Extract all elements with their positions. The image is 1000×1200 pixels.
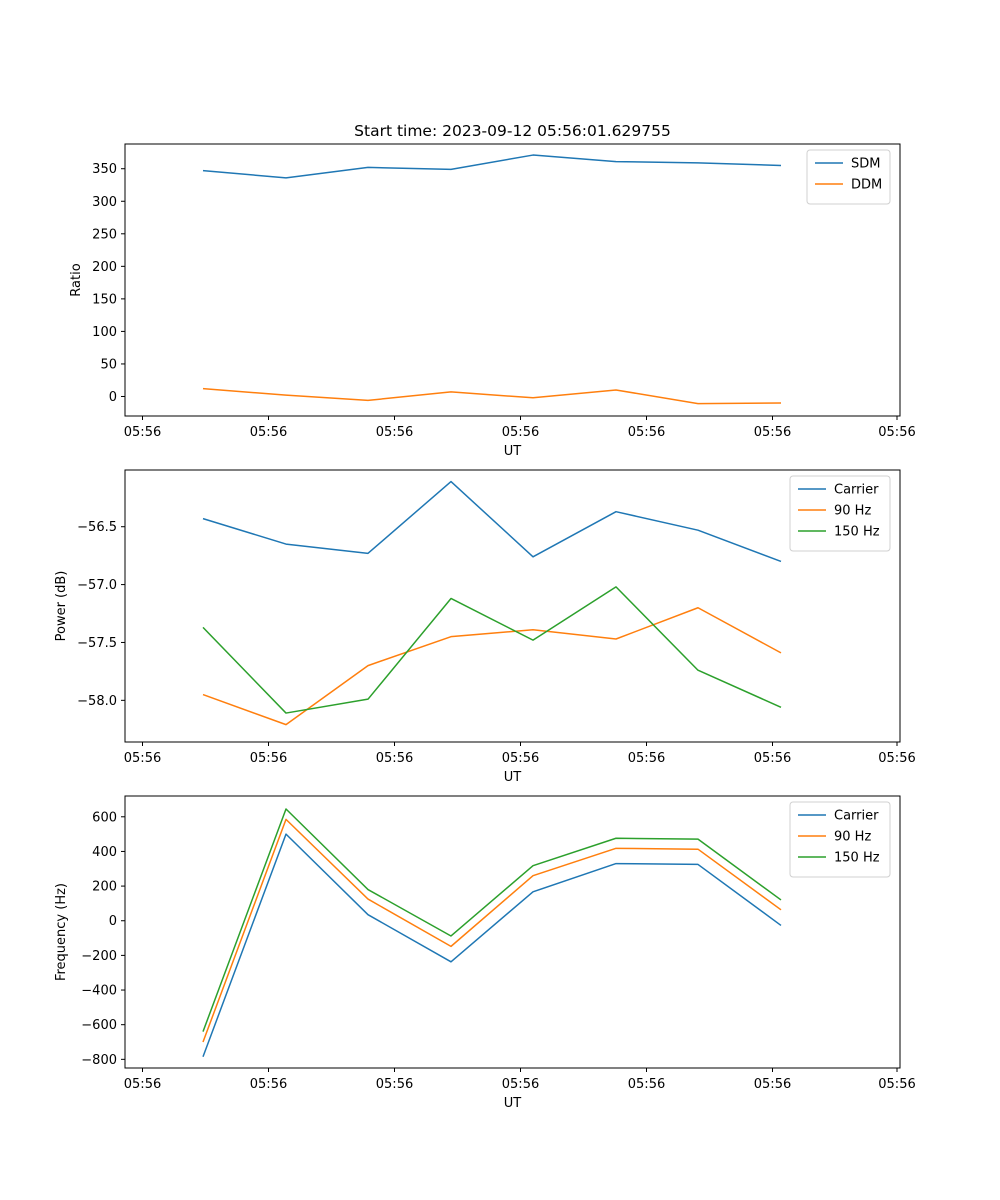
series-line-carrier <box>202 833 782 1058</box>
x-tick-label: 05:56 <box>376 425 413 440</box>
x-tick-label: 05:56 <box>502 425 539 440</box>
x-axis-label: UT <box>504 1096 522 1111</box>
x-axis-label: UT <box>504 444 522 459</box>
x-tick-label: 05:56 <box>124 1077 161 1092</box>
legend-label: 150 Hz <box>834 851 880 866</box>
x-tick-label: 05:56 <box>878 751 915 766</box>
y-tick-label: −400 <box>81 984 117 999</box>
axes-frame <box>124 795 901 1069</box>
series-line-carrier <box>202 480 782 563</box>
y-tick-label: −57.0 <box>77 578 117 593</box>
y-axis-label: Power (dB) <box>54 571 69 642</box>
x-tick-label: 05:56 <box>878 425 915 440</box>
axes-frame <box>124 143 901 417</box>
x-tick-label: 05:56 <box>502 1077 539 1092</box>
x-tick-label: 05:56 <box>250 751 287 766</box>
chart-title: Start time: 2023-09-12 05:56:01.629755 <box>354 122 671 140</box>
x-tick-label: 05:56 <box>376 1077 413 1092</box>
y-axis-label: Ratio <box>69 263 84 296</box>
legend-label: 90 Hz <box>834 504 871 519</box>
legend-box <box>789 801 891 878</box>
x-tick-label: 05:56 <box>502 751 539 766</box>
y-tick-label: 200 <box>92 880 117 895</box>
series-line-ddm <box>202 387 782 405</box>
x-tick-label: 05:56 <box>754 425 791 440</box>
y-tick-label: 350 <box>92 162 117 177</box>
x-tick-label: 05:56 <box>250 1077 287 1092</box>
legend-label: Carrier <box>834 809 879 824</box>
y-tick-label: −58.0 <box>77 694 117 709</box>
legend-label: Carrier <box>834 483 879 498</box>
series-line-150-hz <box>202 586 782 714</box>
y-tick-label: −57.5 <box>77 636 117 651</box>
x-tick-label: 05:56 <box>250 425 287 440</box>
y-tick-label: 50 <box>100 357 117 372</box>
y-tick-label: 0 <box>109 390 117 405</box>
legend-label: 90 Hz <box>834 830 871 845</box>
x-tick-label: 05:56 <box>628 425 665 440</box>
y-tick-label: 600 <box>92 810 117 825</box>
x-tick-label: 05:56 <box>878 1077 915 1092</box>
x-axis-label: UT <box>504 770 522 785</box>
y-tick-label: 150 <box>92 292 117 307</box>
legend-label: 150 Hz <box>834 525 880 540</box>
series-line-90-hz <box>202 818 782 1043</box>
x-tick-label: 05:56 <box>124 425 161 440</box>
legend-box <box>789 475 891 552</box>
y-tick-label: 300 <box>92 195 117 210</box>
x-tick-label: 05:56 <box>754 1077 791 1092</box>
y-tick-label: 400 <box>92 845 117 860</box>
y-tick-label: 250 <box>92 227 117 242</box>
series-line-90-hz <box>202 606 782 726</box>
series-line-sdm <box>202 154 782 179</box>
y-tick-label: −200 <box>81 949 117 964</box>
y-tick-label: −600 <box>81 1018 117 1033</box>
y-tick-label: −800 <box>81 1053 117 1068</box>
x-tick-label: 05:56 <box>124 751 161 766</box>
legend-label: DDM <box>851 178 882 193</box>
axes-frame <box>124 469 901 743</box>
x-tick-label: 05:56 <box>376 751 413 766</box>
frequency-panel: 05:56 05:56 05:56 05:56 05:56 05:56 05:56 UT −80… <box>54 795 916 1111</box>
power-panel: 05:56 05:56 05:56 05:56 05:56 05:56 05:56 UT −58… <box>54 469 916 785</box>
y-tick-label: 0 <box>109 914 117 929</box>
y-tick-label: 100 <box>92 325 117 340</box>
x-tick-label: 05:56 <box>754 751 791 766</box>
x-tick-label: 05:56 <box>628 751 665 766</box>
series-line-150-hz <box>202 808 782 1032</box>
y-tick-label: −56.5 <box>77 520 117 535</box>
y-tick-label: 200 <box>92 260 117 275</box>
y-axis-label: Frequency (Hz) <box>54 883 69 981</box>
legend-label: SDM <box>851 157 880 172</box>
x-tick-label: 05:56 <box>628 1077 665 1092</box>
ratio-panel: 05:56 05:56 05:56 05:56 05:56 05:56 05:56 UT 0 50… <box>69 143 916 459</box>
